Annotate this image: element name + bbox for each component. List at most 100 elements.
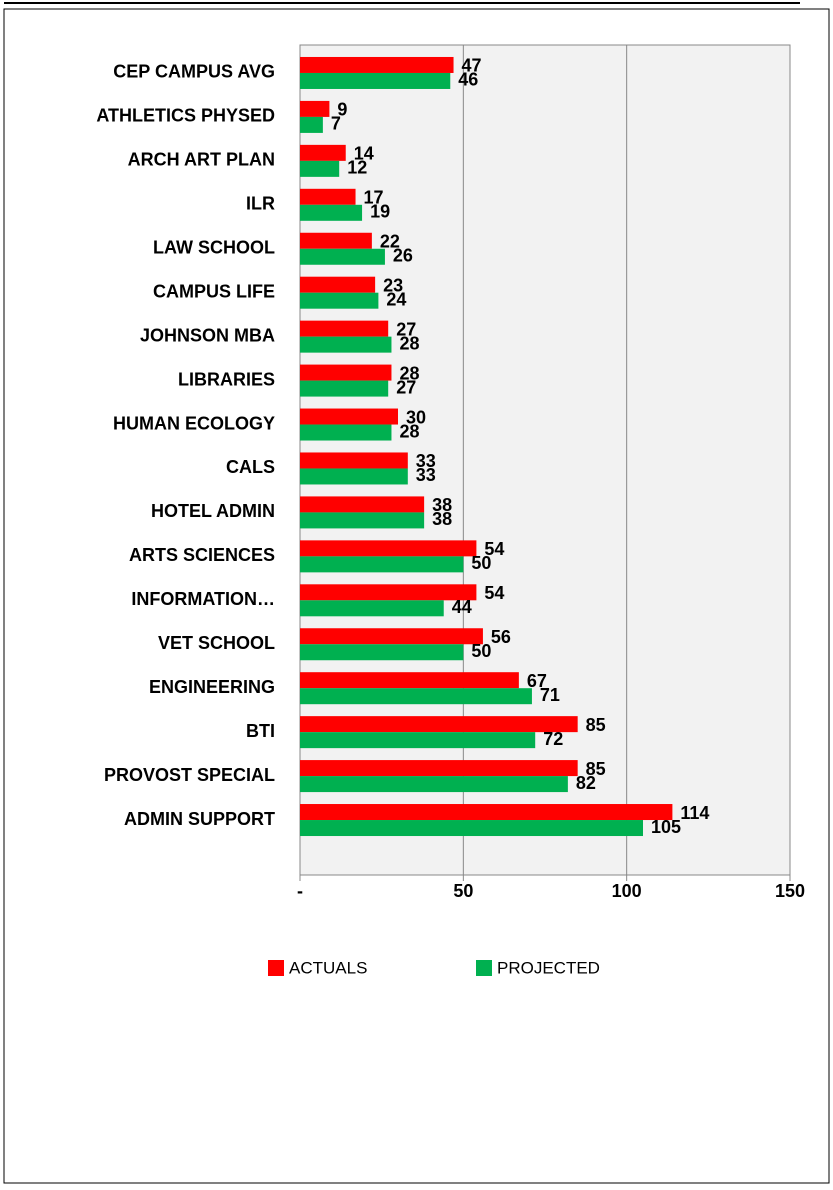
category-label: ARTS SCIENCES: [129, 545, 275, 565]
bar: [300, 72, 451, 89]
bar: [300, 468, 408, 485]
bar: [300, 320, 389, 337]
x-tick-label: 150: [775, 881, 805, 901]
frame: [3, 8, 830, 1184]
bar: [300, 292, 379, 309]
value-label: 9: [337, 100, 347, 120]
value-label: 27: [396, 319, 416, 339]
value-label: 72: [543, 729, 563, 749]
bar: [300, 452, 408, 469]
bar: [300, 584, 477, 601]
value-label: 23: [383, 275, 403, 295]
value-label: 56: [491, 627, 511, 647]
bar: [300, 540, 477, 557]
bar: [300, 248, 385, 265]
value-label: 19: [370, 202, 390, 222]
value-label: 71: [540, 685, 560, 705]
bar: [300, 628, 483, 645]
value-label: 50: [471, 641, 491, 661]
bar: [300, 716, 578, 733]
category-label: ADMIN SUPPORT: [124, 809, 275, 829]
category-label: LIBRARIES: [178, 369, 275, 389]
value-label: 82: [576, 773, 596, 793]
bar: [300, 732, 536, 749]
legend-swatch: [476, 960, 492, 976]
category-label: ENGINEERING: [149, 677, 275, 697]
value-label: 28: [399, 421, 419, 441]
value-label: 7: [331, 114, 341, 134]
bar: [300, 512, 425, 529]
value-label: 12: [347, 158, 367, 178]
value-label: 67: [527, 671, 547, 691]
bar: [300, 600, 444, 617]
x-tick-label: 50: [453, 881, 473, 901]
value-label: 26: [393, 246, 413, 266]
bar: [300, 804, 673, 821]
value-label: 54: [484, 583, 504, 603]
category-label: HUMAN ECOLOGY: [113, 413, 275, 433]
bar: [300, 116, 323, 133]
value-label: 105: [651, 817, 681, 837]
value-label: 14: [354, 144, 374, 164]
bar: [300, 408, 398, 425]
value-label: 27: [396, 377, 416, 397]
value-label: 30: [406, 407, 426, 427]
category-label: ARCH ART PLAN: [128, 150, 275, 170]
bar: [300, 232, 372, 249]
bar: [300, 496, 425, 513]
value-label: 114: [680, 803, 709, 823]
value-label: 44: [452, 597, 472, 617]
value-label: 85: [586, 715, 606, 735]
category-label: HOTEL ADMIN: [151, 501, 275, 521]
value-label: 54: [484, 539, 504, 559]
value-label: 33: [416, 465, 436, 485]
category-label: JOHNSON MBA: [140, 325, 275, 345]
category-label: ILR: [246, 194, 275, 214]
value-label: 28: [399, 363, 419, 383]
category-label: VET SCHOOL: [158, 633, 275, 653]
bar: [300, 188, 356, 205]
bar: [300, 688, 532, 705]
x-tick-label: -: [297, 881, 303, 901]
value-label: 38: [432, 509, 452, 529]
value-label: 28: [399, 333, 419, 353]
bar: [300, 760, 578, 777]
value-label: 46: [458, 70, 478, 90]
legend-swatch: [268, 960, 284, 976]
bar: [300, 336, 392, 353]
bar: [300, 160, 340, 177]
x-tick-label: 100: [612, 881, 642, 901]
category-label: LAW SCHOOL: [153, 238, 275, 258]
bar: [300, 556, 464, 573]
value-label: 38: [432, 495, 452, 515]
bar: [300, 100, 330, 117]
legend-label: ACTUALS: [289, 958, 367, 977]
legend-label: PROJECTED: [497, 958, 600, 977]
category-label: CALS: [226, 457, 275, 477]
bar: [300, 820, 643, 837]
value-label: 24: [386, 289, 406, 309]
bar: [300, 644, 464, 661]
value-label: 47: [462, 56, 482, 76]
bar: [300, 380, 389, 397]
value-label: 50: [471, 553, 491, 573]
category-label: CEP CAMPUS AVG: [113, 62, 275, 82]
value-label: 22: [380, 232, 400, 252]
bar: [300, 204, 363, 221]
category-label: BTI: [246, 721, 275, 741]
bar: [300, 424, 392, 441]
bar: [300, 364, 392, 381]
value-label: 85: [586, 759, 606, 779]
bar: [300, 144, 346, 161]
category-label: ATHLETICS PHYSED: [96, 106, 275, 126]
bar: [300, 672, 519, 689]
value-label: 17: [364, 188, 384, 208]
category-label: INFORMATION…: [131, 589, 275, 609]
bar: [300, 276, 376, 293]
category-label: CAMPUS LIFE: [153, 281, 275, 301]
value-label: 33: [416, 451, 436, 471]
bar: [300, 776, 568, 793]
bar: [300, 56, 454, 73]
category-label: PROVOST SPECIAL: [104, 765, 275, 785]
